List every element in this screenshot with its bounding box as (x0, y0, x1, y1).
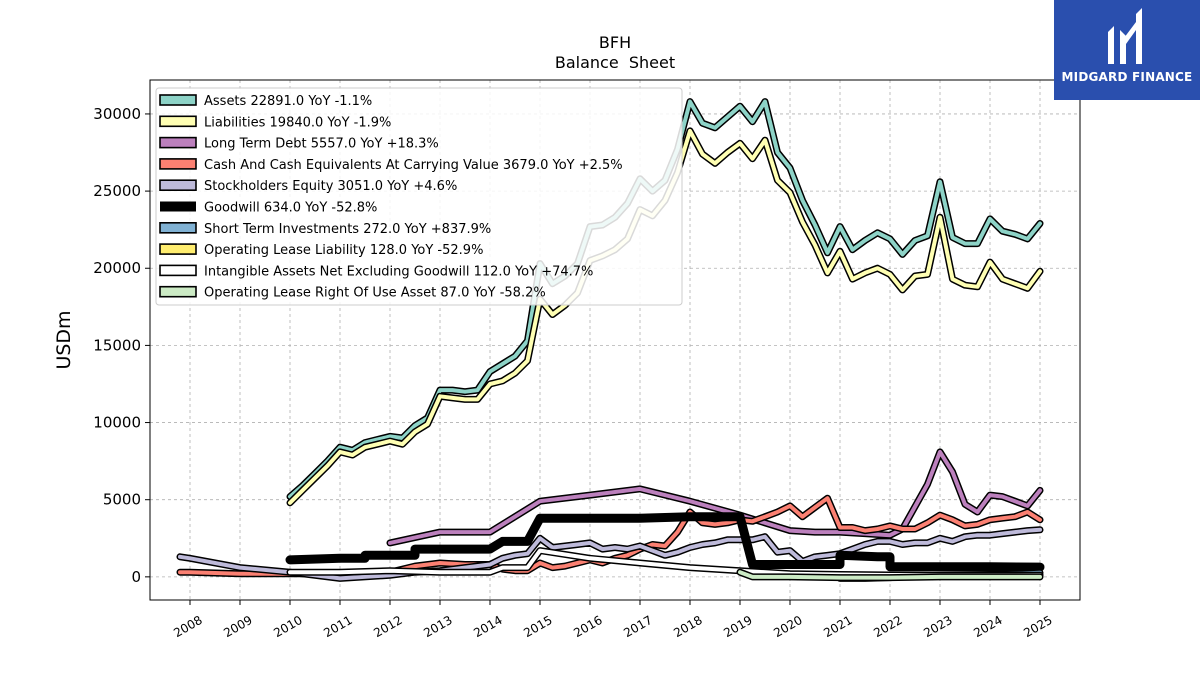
x-tick-label: 2021 (821, 613, 854, 640)
x-tick-label: 2011 (321, 613, 354, 640)
legend-swatch (159, 264, 197, 277)
y-tick-label: 15000 (93, 336, 141, 354)
legend-label: Stockholders Equity 3051.0 YoY +4.6% (204, 179, 457, 194)
series-line-2 (388, 449, 1042, 545)
x-tick-label: 2010 (271, 613, 304, 640)
x-tick-label: 2022 (871, 613, 904, 640)
legend-swatch (159, 136, 197, 149)
legend-swatch (159, 222, 197, 234)
x-tick-label: 2019 (721, 613, 754, 640)
legend-swatch (160, 201, 196, 212)
x-tick-label: 2016 (571, 613, 604, 640)
y-tick-label: 30000 (93, 105, 141, 123)
legend-label: Intangible Assets Net Excluding Goodwill… (204, 264, 593, 279)
legend-label: Operating Lease Right Of Use Asset 87.0 … (204, 286, 546, 301)
x-tick-label: 2014 (471, 613, 504, 640)
x-tick-label: 2023 (921, 613, 954, 640)
series-line-5 (285, 512, 1045, 572)
midgard-finance-logo: MIDGARD FINANCE (1054, 0, 1200, 100)
legend-label: Liabilities 19840.0 YoY -1.9% (204, 115, 391, 130)
plot-frame (149, 79, 1081, 601)
legend-label: Cash And Cash Equivalents At Carrying Va… (204, 158, 623, 173)
x-tick-label: 2018 (671, 613, 704, 640)
legend-label: Operating Lease Liability 128.0 YoY -52.… (204, 243, 483, 258)
chart-subtitle: Balance Sheet (555, 53, 675, 72)
legend-label: Assets 22891.0 YoY -1.1% (204, 94, 372, 109)
y-tick-label: 25000 (93, 182, 141, 200)
legend-label: Goodwill 634.0 YoY -52.8% (204, 201, 377, 216)
x-tick-label: 2017 (621, 613, 654, 640)
x-tick-label: 2024 (971, 613, 1004, 640)
series-outline-2 (386, 448, 1044, 547)
y-tick-label: 5000 (103, 491, 141, 509)
x-tick-label: 2025 (1021, 613, 1054, 640)
chart-title: BFH (599, 33, 631, 52)
x-tick-label: 2020 (771, 613, 804, 640)
y-tick-label: 0 (131, 568, 141, 586)
legend-label: Long Term Debt 5557.0 YoY +18.3% (204, 137, 439, 152)
series-line-4 (178, 527, 1042, 581)
legend-swatch (159, 115, 197, 128)
x-tick-label: 2012 (371, 613, 404, 640)
x-tick-label: 2013 (421, 613, 454, 640)
logo-mark-icon (1108, 8, 1142, 64)
y-tick-label: 20000 (93, 259, 141, 277)
legend-box (155, 87, 683, 306)
y-tick-label: 10000 (93, 414, 141, 432)
x-tick-label: 2009 (221, 613, 254, 640)
y-axis-label: USDm (53, 310, 75, 369)
x-tick-label: 2008 (171, 613, 204, 640)
legend-swatch (159, 158, 197, 170)
legend-swatch (159, 179, 197, 191)
x-tick-label: 2015 (521, 613, 554, 640)
legend-swatch (159, 243, 197, 255)
legend-swatch (159, 94, 197, 106)
legend-swatch (159, 285, 197, 298)
legend-label: Short Term Investments 272.0 YoY +837.9% (204, 222, 491, 237)
logo-text: MIDGARD FINANCE (1061, 70, 1193, 84)
series-line-9 (738, 570, 1042, 580)
legend: Assets 22891.0 YoY -1.1% Liabilities 1984… (155, 87, 683, 306)
